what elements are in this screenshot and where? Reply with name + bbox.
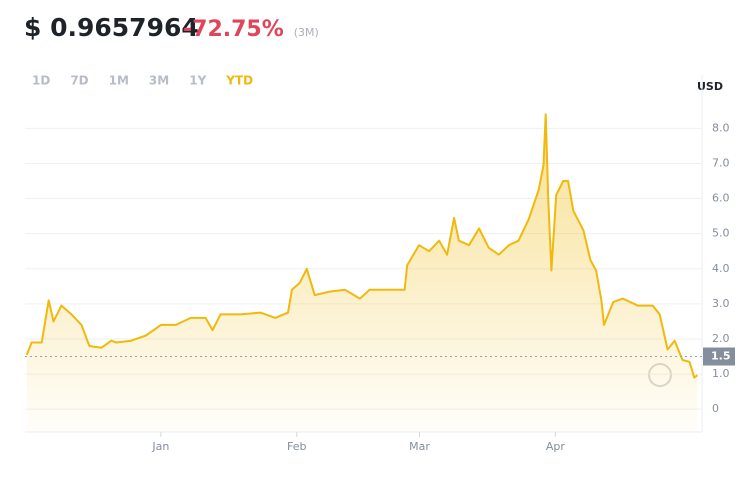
range-button[interactable]: 1Y xyxy=(189,74,206,88)
area-fill xyxy=(26,114,698,433)
x-tick-label: Feb xyxy=(287,440,306,453)
y-tick-label: 0 xyxy=(712,402,719,415)
x-tick-label: Mar xyxy=(409,440,430,453)
range-button[interactable]: 3M xyxy=(149,74,169,88)
change: -72.75% xyxy=(183,17,284,42)
y-tick-label: 4.0 xyxy=(712,262,730,275)
range-button[interactable]: 1M xyxy=(109,74,129,88)
price: $ 0.9657964 xyxy=(24,13,199,42)
period: (3M) xyxy=(294,26,319,39)
y-tick-label: 5.0 xyxy=(712,227,730,240)
y-tick-label: 7.0 xyxy=(712,156,730,169)
price-line xyxy=(25,113,699,379)
y-tick-label: 6.0 xyxy=(712,192,730,205)
x-tick-label: Jan xyxy=(151,440,169,453)
reference-badge xyxy=(703,347,735,366)
y-tick-label: 1.0 xyxy=(712,367,730,380)
y-tick-label: 3.0 xyxy=(712,297,730,310)
y-tick-label: 2.0 xyxy=(712,332,730,345)
y-tick-label: 8.0 xyxy=(712,121,730,134)
reference-label: 1.5 xyxy=(711,350,731,363)
range-button[interactable]: YTD xyxy=(225,74,253,88)
range-button[interactable]: 7D xyxy=(70,74,88,88)
axis-unit: USD xyxy=(697,80,723,93)
range-button[interactable]: 1D xyxy=(32,74,50,88)
x-tick-label: Apr xyxy=(546,440,566,453)
